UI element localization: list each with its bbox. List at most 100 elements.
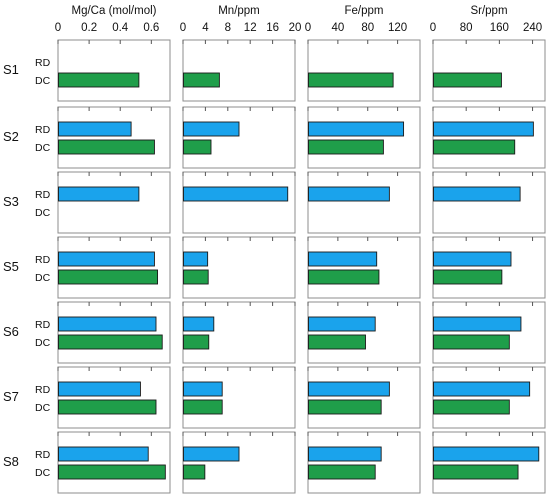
bar-rd-s3	[183, 186, 289, 202]
x-tick-label: 8	[225, 22, 231, 34]
sample-label-s1: S1	[3, 62, 19, 77]
bar-rd-s7	[183, 381, 223, 397]
panel-frame	[57, 39, 171, 102]
bar-dc-s1	[183, 72, 220, 88]
bar-dc-s5	[183, 269, 209, 285]
x-tick-label: 12	[244, 22, 257, 34]
sample-label-s3: S3	[3, 194, 19, 209]
bar-rd-s3	[308, 186, 390, 202]
panel-frame	[182, 366, 296, 429]
panel-frame	[57, 171, 171, 234]
bar-dc-s7	[183, 399, 223, 415]
x-tick-label: 40	[331, 22, 344, 34]
row-label-dc-s1: DC	[35, 75, 51, 87]
bar-dc-s8	[58, 464, 166, 480]
x-tick-label: 0.4	[112, 22, 129, 34]
x-tick-label: 4	[202, 22, 209, 34]
x-tick-label: 80	[361, 22, 374, 34]
row-label-dc-s2: DC	[35, 142, 51, 154]
panel-frame	[57, 106, 171, 169]
bar-rd-s2	[433, 121, 534, 137]
bar-rd-s8	[183, 446, 240, 462]
panel-frame	[432, 236, 546, 299]
panel-frame	[182, 301, 296, 364]
bar-dc-s8	[433, 464, 519, 480]
bar-dc-s7	[433, 399, 510, 415]
bar-rd-s6	[433, 316, 522, 332]
sample-label-s8: S8	[3, 454, 19, 469]
row-label-dc-s8: DC	[35, 467, 51, 479]
bar-rd-s3	[58, 186, 140, 202]
bar-rd-s8	[433, 446, 540, 462]
row-label-rd-s2: RD	[35, 124, 51, 136]
row-label-rd-s5: RD	[35, 254, 51, 266]
row-label-dc-s3: DC	[35, 207, 51, 219]
bar-dc-s2	[308, 139, 384, 155]
bar-rd-s8	[58, 446, 149, 462]
bar-dc-s5	[433, 269, 503, 285]
x-tick-label: 120	[388, 22, 407, 34]
bar-dc-s5	[58, 269, 159, 285]
x-tick-label: 20	[289, 22, 302, 34]
bar-dc-s2	[58, 139, 155, 155]
row-label-rd-s6: RD	[35, 319, 51, 331]
x-tick-label: 0	[180, 22, 186, 34]
bar-dc-s6	[433, 334, 510, 350]
panel-title-2: Fe/ppm	[345, 5, 384, 17]
panel-frame	[307, 431, 421, 494]
panel-frame	[432, 431, 546, 494]
x-tick-label: 0	[55, 22, 61, 34]
x-tick-label: 0.6	[143, 22, 159, 34]
sample-label-s2: S2	[3, 129, 19, 144]
row-label-rd-s1: RD	[35, 57, 51, 69]
x-tick-label: 0	[430, 22, 436, 34]
panel-frame	[432, 39, 546, 102]
panel-frame	[307, 366, 421, 429]
bar-rd-s6	[308, 316, 376, 332]
x-tick-label: 0	[305, 22, 311, 34]
panel-frame	[307, 301, 421, 364]
bar-dc-s7	[308, 399, 382, 415]
panel-frame	[432, 171, 546, 234]
x-tick-label: 240	[523, 22, 542, 34]
bar-rd-s8	[308, 446, 382, 462]
panel-frame	[182, 106, 296, 169]
bar-dc-s6	[183, 334, 210, 350]
bar-dc-s2	[183, 139, 212, 155]
bar-rd-s5	[183, 251, 209, 267]
panel-frame	[307, 39, 421, 102]
panel-frame	[432, 106, 546, 169]
bar-rd-s2	[308, 121, 405, 137]
x-tick-label: 160	[490, 22, 509, 34]
bar-dc-s7	[58, 399, 157, 415]
panel-frame	[432, 301, 546, 364]
bar-dc-s2	[433, 139, 516, 155]
bar-dc-s6	[58, 334, 163, 350]
bar-rd-s5	[58, 251, 155, 267]
panel-frame	[182, 171, 296, 234]
x-tick-label: 16	[266, 22, 279, 34]
x-tick-label: 80	[460, 22, 473, 34]
panel-title-1: Mn/ppm	[218, 5, 260, 17]
panel-frame	[57, 236, 171, 299]
bar-rd-s5	[308, 251, 378, 267]
sample-label-s6: S6	[3, 324, 19, 339]
bar-rd-s7	[58, 381, 141, 397]
panel-frame	[182, 431, 296, 494]
bar-dc-s1	[433, 72, 502, 88]
panel-title-0: Mg/Ca (mol/mol)	[72, 5, 157, 17]
panel-frame	[182, 39, 296, 102]
panel-title-3: Sr/ppm	[470, 5, 507, 17]
bar-dc-s5	[308, 269, 380, 285]
panel-frame	[307, 171, 421, 234]
row-label-rd-s7: RD	[35, 384, 51, 396]
bar-rd-s7	[433, 381, 531, 397]
bar-rd-s2	[58, 121, 132, 137]
sample-label-s5: S5	[3, 259, 19, 274]
bar-dc-s1	[308, 72, 394, 88]
bar-rd-s3	[433, 186, 521, 202]
panel-frame	[57, 366, 171, 429]
row-label-dc-s6: DC	[35, 337, 51, 349]
bar-rd-s6	[183, 316, 215, 332]
bar-rd-s5	[433, 251, 512, 267]
